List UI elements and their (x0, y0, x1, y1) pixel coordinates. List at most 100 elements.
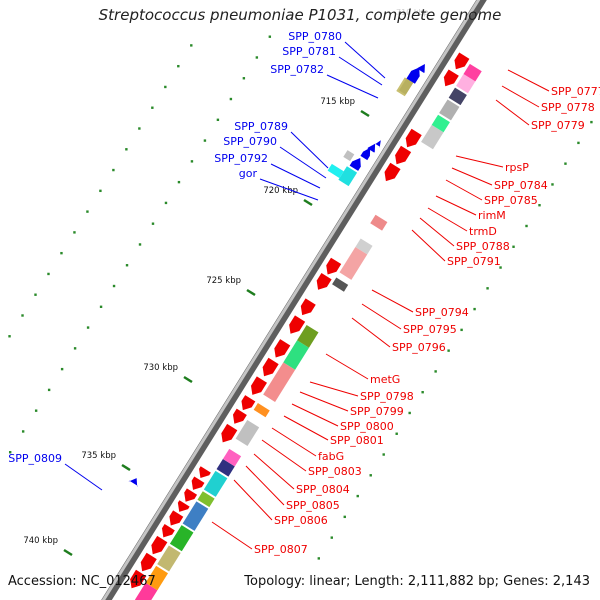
reverse-gene-box (191, 476, 205, 490)
guide-dot (590, 120, 593, 124)
guide-dot (242, 77, 246, 80)
guide-dot (8, 335, 11, 338)
guide-dot (434, 370, 437, 373)
guide-dot (551, 183, 554, 186)
reverse-gene: SPP_0798 (309, 381, 414, 403)
reverse-gene-block (332, 277, 349, 292)
guide-dot (60, 251, 63, 255)
reverse-gene-leader (419, 217, 455, 247)
reverse-gene-leader (501, 85, 540, 108)
reverse-gene-label: SPP_0794 (415, 306, 469, 319)
scale-tick-mark (303, 198, 313, 207)
reverse-gene-box (140, 552, 157, 572)
reverse-gene-label: SPP_0800 (340, 420, 394, 433)
reverse-gene-label: SPP_0801 (330, 434, 384, 447)
reverse-gene-block (216, 458, 235, 477)
reverse-gene: SPP_0779 (495, 99, 585, 132)
guide-dot (356, 494, 359, 498)
reverse-gene-block (339, 246, 368, 280)
guide-dot (268, 35, 272, 38)
forward-gene-label: SPP_0782 (270, 63, 324, 76)
guide-dot (99, 189, 102, 193)
reverse-gene-box (232, 408, 247, 424)
forward-gene-label: SPP_0789 (234, 120, 288, 133)
reverse-gene-box (405, 128, 422, 148)
guide-dot (369, 474, 372, 477)
guide-dot (190, 44, 193, 47)
scale-tick-label: 740 kbp (23, 536, 58, 546)
guide-dot (317, 557, 320, 560)
reverse-gene-leader (245, 465, 285, 506)
reverse-gene: rpsP (455, 155, 529, 174)
tick-dots (8, 35, 593, 560)
reverse-gene-block (134, 582, 158, 600)
accession-label: Accession: NC_012467 (8, 574, 156, 589)
reverse-gene-box (443, 69, 459, 87)
reverse-gene-label: SPP_0806 (274, 514, 328, 527)
reverse-gene-leader (507, 69, 550, 92)
guide-dot (538, 204, 541, 207)
reverse-gene-box (221, 423, 238, 443)
scale-tick-mark (63, 548, 73, 557)
scale-tick-label: 730 kbp (143, 363, 178, 373)
reverse-gene: SPP_0800 (291, 403, 394, 433)
guide-dot (177, 64, 180, 68)
reverse-gene: SPP_0788 (419, 217, 510, 253)
scale-tick-label: 735 kbp (81, 451, 116, 461)
reverse-gene-label: SPP_0799 (350, 405, 404, 418)
reverse-gene-leader (283, 415, 329, 441)
map-title: Streptococcus pneumoniae P1031, complete… (98, 6, 502, 24)
forward-gene: SPP_0809 (8, 452, 103, 491)
reverse-gene-label: fabG (318, 450, 344, 463)
scale-tick-mark (246, 288, 256, 297)
reverse-gene: SPP_0803 (261, 439, 362, 478)
forward-gene-label: SPP_0780 (288, 30, 342, 43)
reverse-gene-block (283, 340, 309, 370)
guide-dot (47, 388, 51, 392)
forward-gene-box (360, 147, 371, 161)
forward-gene: SPP_0781 (282, 45, 383, 86)
scale-tick-mark (121, 463, 131, 472)
scale-tick-label: 715 kbp (320, 97, 355, 107)
scale-ticks: 715 kbp 720 kbp 725 kbp 730 kbp 735 kbp 740 k… (23, 97, 370, 557)
reverse-gene-box (151, 535, 168, 555)
reverse-gene-box (316, 272, 332, 290)
reverse-gene: SPP_0791 (411, 229, 501, 268)
guide-dot (408, 411, 411, 415)
reverse-gene-block (431, 114, 450, 133)
reverse-gene-label: SPP_0798 (360, 390, 414, 403)
reverse-gene-box (395, 145, 412, 165)
reverse-gene-box (161, 523, 175, 538)
reverse-gene-leader (371, 289, 414, 313)
guide-dot (151, 222, 155, 225)
scale-tick-mark (360, 109, 370, 118)
forward-gene: SPP_0780 (288, 30, 386, 79)
forward-gene-box (349, 158, 361, 171)
reverse-gene-label: rpsP (505, 161, 529, 174)
forward-gene: SPP_0790 (223, 135, 327, 179)
reverse-gene-leader (495, 99, 530, 126)
guide-dot (86, 326, 90, 329)
guide-dot (473, 307, 476, 311)
reverse-gene-labels: SPP_0777 SPP_0778 SPP_0779 rpsP SPP_0784 SPP_… (211, 69, 600, 556)
reverse-gene-block (253, 403, 270, 418)
reverse-gene-block (169, 525, 194, 552)
scale-tick-label: 720 kbp (263, 186, 298, 196)
reverse-gene-block (370, 214, 388, 231)
guide-dot (486, 287, 489, 290)
guide-dot (460, 328, 463, 332)
guide-dot (512, 245, 515, 248)
reverse-gene-leader (299, 391, 349, 412)
forward-gene: gor (239, 167, 319, 201)
forward-gene-leader (344, 41, 386, 79)
reverse-gene-label: SPP_0805 (286, 499, 340, 512)
reverse-gene-label: SPP_0779 (531, 119, 585, 132)
reverse-gene-leader (325, 353, 369, 380)
reverse-gene-box (130, 569, 147, 589)
reverse-gene-box (184, 488, 198, 502)
guide-dot (34, 409, 38, 412)
guide-dot (8, 451, 12, 454)
forward-gene-label: SPP_0790 (223, 135, 277, 148)
